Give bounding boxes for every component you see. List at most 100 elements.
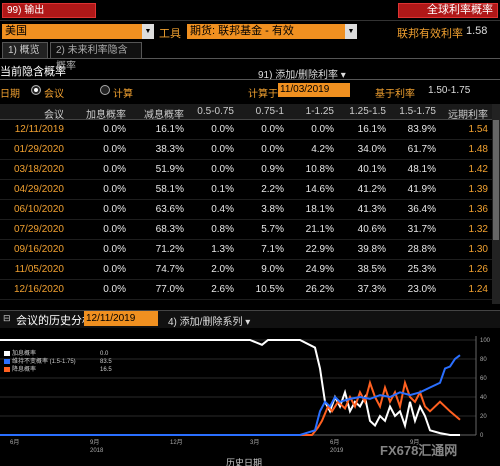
col-header-range4: 1.25-1.5	[349, 106, 386, 117]
table-cell: 0.0%	[261, 144, 284, 155]
table-cell: 71.2%	[155, 244, 184, 255]
table-cell: 1.3%	[211, 244, 234, 255]
col-header-range3: 1-1.25	[305, 106, 334, 117]
table-cell: 0.0%	[103, 204, 126, 215]
legend-item-hike: 加息概率 0.0	[4, 350, 108, 358]
table-cell: 10.5%	[255, 284, 284, 295]
table-cell: 39.8%	[357, 244, 386, 255]
calc-radio[interactable]	[100, 85, 110, 95]
table-cell: 1.32	[468, 224, 488, 235]
table-cell: 0.0%	[211, 144, 234, 155]
table-cell: 40.1%	[357, 164, 386, 175]
table-cell: 0.0%	[311, 124, 334, 135]
y-tick-label: 80	[480, 357, 487, 363]
country-select-value: 美国	[5, 25, 27, 37]
table-cell: 38.5%	[357, 264, 386, 275]
table-cell: 04/29/2020	[13, 184, 64, 195]
table-cell: 1.26	[468, 264, 488, 275]
table-cell: 09/16/2020	[13, 244, 64, 255]
table-cell: 21.1%	[305, 224, 334, 235]
table-cell: 63.6%	[155, 204, 184, 215]
x-year-label: 2018	[90, 448, 104, 454]
table-cell: 1.42	[468, 164, 488, 175]
meeting-radio-label: 会议	[44, 89, 64, 100]
futures-select[interactable]: 期货: 联邦基金 - 有效 ▼	[187, 24, 357, 39]
y-tick-label: 60	[480, 376, 487, 382]
table-cell: 26.2%	[305, 284, 334, 295]
legend-swatch	[4, 366, 10, 372]
watermark: FX678汇通网	[380, 443, 458, 458]
effective-rate-value: 1.58	[466, 25, 488, 37]
effective-rate-label: 联邦有效利率	[397, 28, 463, 40]
x-axis-label: 历史日期	[226, 458, 263, 466]
section-title: 当前隐含概率	[0, 66, 66, 78]
tab-overview[interactable]: 1) 概览	[2, 42, 48, 58]
legend-label: 加息概率	[12, 351, 37, 357]
legend-item-cut: 降息概率 16.5	[4, 366, 112, 374]
table-cell: 41.2%	[357, 184, 386, 195]
futures-select-value: 期货: 联邦基金 - 有效	[190, 25, 294, 37]
table-cell: 5.7%	[261, 224, 284, 235]
col-header-range2: 0.75-1	[255, 106, 284, 117]
history-date-input[interactable]: 12/11/2019	[84, 311, 158, 326]
table-cell: 51.9%	[155, 164, 184, 175]
table-cell: 0.0%	[103, 124, 126, 135]
add-remove-series-menu[interactable]: 4) 添加/删除系列 ▾	[168, 317, 251, 328]
calc-radio-label: 计算	[113, 89, 133, 100]
col-header-cut: 减息概率	[144, 110, 184, 121]
table-cell: 48.1%	[407, 164, 436, 175]
function-title-button[interactable]: 全球利率概率	[398, 3, 498, 18]
chart-legend: 加息概率 0.0 维持不变概率 (1.5-1.75) 83.5 降息概率 16.…	[4, 350, 112, 374]
add-remove-rate-menu[interactable]: 91) 添加/删除利率 ▾	[258, 70, 346, 81]
collapse-icon[interactable]: ⊟	[3, 313, 11, 323]
table-cell: 7.1%	[261, 244, 284, 255]
table-cell: 0.8%	[211, 224, 234, 235]
table-cell: 0.0%	[103, 184, 126, 195]
legend-value: 0.0	[100, 351, 109, 357]
meeting-radio[interactable]	[31, 85, 41, 95]
table-row[interactable]: 01/29/2020 0.0% 38.3% 0.0% 0.0% 4.2% 34.0% 61.7…	[0, 141, 500, 160]
legend-swatch	[4, 358, 10, 364]
col-header-forward: 远期利率	[448, 110, 488, 121]
table-row[interactable]: 03/18/2020 0.0% 51.9% 0.0% 0.9% 10.8% 40.1% 48.…	[0, 161, 500, 180]
table-cell: 0.0%	[211, 124, 234, 135]
table-cell: 77.0%	[155, 284, 184, 295]
x-tick-label: 9月	[90, 439, 99, 446]
country-select[interactable]: 美国 ▼	[2, 24, 154, 39]
table-row[interactable]: 06/10/2020 0.0% 63.6% 0.4% 3.8% 18.1% 41.3% 36.…	[0, 201, 500, 220]
col-header-range5: 1.5-1.75	[399, 106, 436, 117]
table-row[interactable]: 04/29/2020 0.0% 58.1% 0.1% 2.2% 14.6% 41.2% 41.…	[0, 181, 500, 200]
table-cell: 40.6%	[357, 224, 386, 235]
chevron-down-icon[interactable]: ▼	[345, 24, 357, 39]
table-cell: 31.7%	[407, 224, 436, 235]
series-cut-line	[0, 379, 461, 436]
y-tick-label: 40	[480, 395, 487, 401]
table-cell: 01/29/2020	[13, 144, 64, 155]
y-tick-labels: 100 80 60 40 20 0	[480, 338, 491, 439]
export-button[interactable]: 99) 输出	[2, 3, 96, 18]
history-chart[interactable]: 100 80 60 40 20 0 6月 9月 12月 3月 6月 9月 2018 2019	[0, 330, 500, 466]
table-row[interactable]: 12/16/2020 0.0% 77.0% 2.6% 10.5% 26.2% 37.3% 23…	[0, 281, 500, 300]
calc-date-input[interactable]: 11/03/2019	[278, 83, 350, 97]
table-row[interactable]: 12/11/2019 0.0% 16.1% 0.0% 0.0% 0.0% 16.1% 83.9…	[0, 121, 500, 140]
table-cell: 10.8%	[305, 164, 334, 175]
table-cell: 74.7%	[155, 264, 184, 275]
table-cell: 9.0%	[261, 264, 284, 275]
table-cell: 0.0%	[103, 144, 126, 155]
table-row[interactable]: 11/05/2020 0.0% 74.7% 2.0% 9.0% 24.9% 38.5% 25.…	[0, 261, 500, 280]
history-title: 会议的历史分析	[16, 315, 93, 327]
y-tick-label: 20	[480, 414, 487, 420]
chevron-down-icon[interactable]: ▼	[142, 24, 154, 39]
table-row[interactable]: 07/29/2020 0.0% 68.3% 0.8% 5.7% 21.1% 40.6% 31.…	[0, 221, 500, 240]
table-cell: 28.8%	[407, 244, 436, 255]
base-rate-value: 1.50-1.75	[428, 85, 471, 96]
series-hike-line	[0, 339, 460, 436]
table-cell: 22.9%	[305, 244, 334, 255]
col-header-range1: 0.5-0.75	[197, 106, 234, 117]
tab-future-implied-probability[interactable]: 2) 未来利率隐含概率	[50, 42, 142, 72]
table-row[interactable]: 09/16/2020 0.0% 71.2% 1.3% 7.1% 22.9% 39.8% 28.…	[0, 241, 500, 260]
x-tick-label: 12月	[170, 439, 183, 446]
table-scrollbar-thumb[interactable]	[493, 120, 499, 240]
table-cell: 1.48	[468, 144, 488, 155]
legend-label: 维持不变概率 (1.5-1.75)	[12, 359, 76, 365]
